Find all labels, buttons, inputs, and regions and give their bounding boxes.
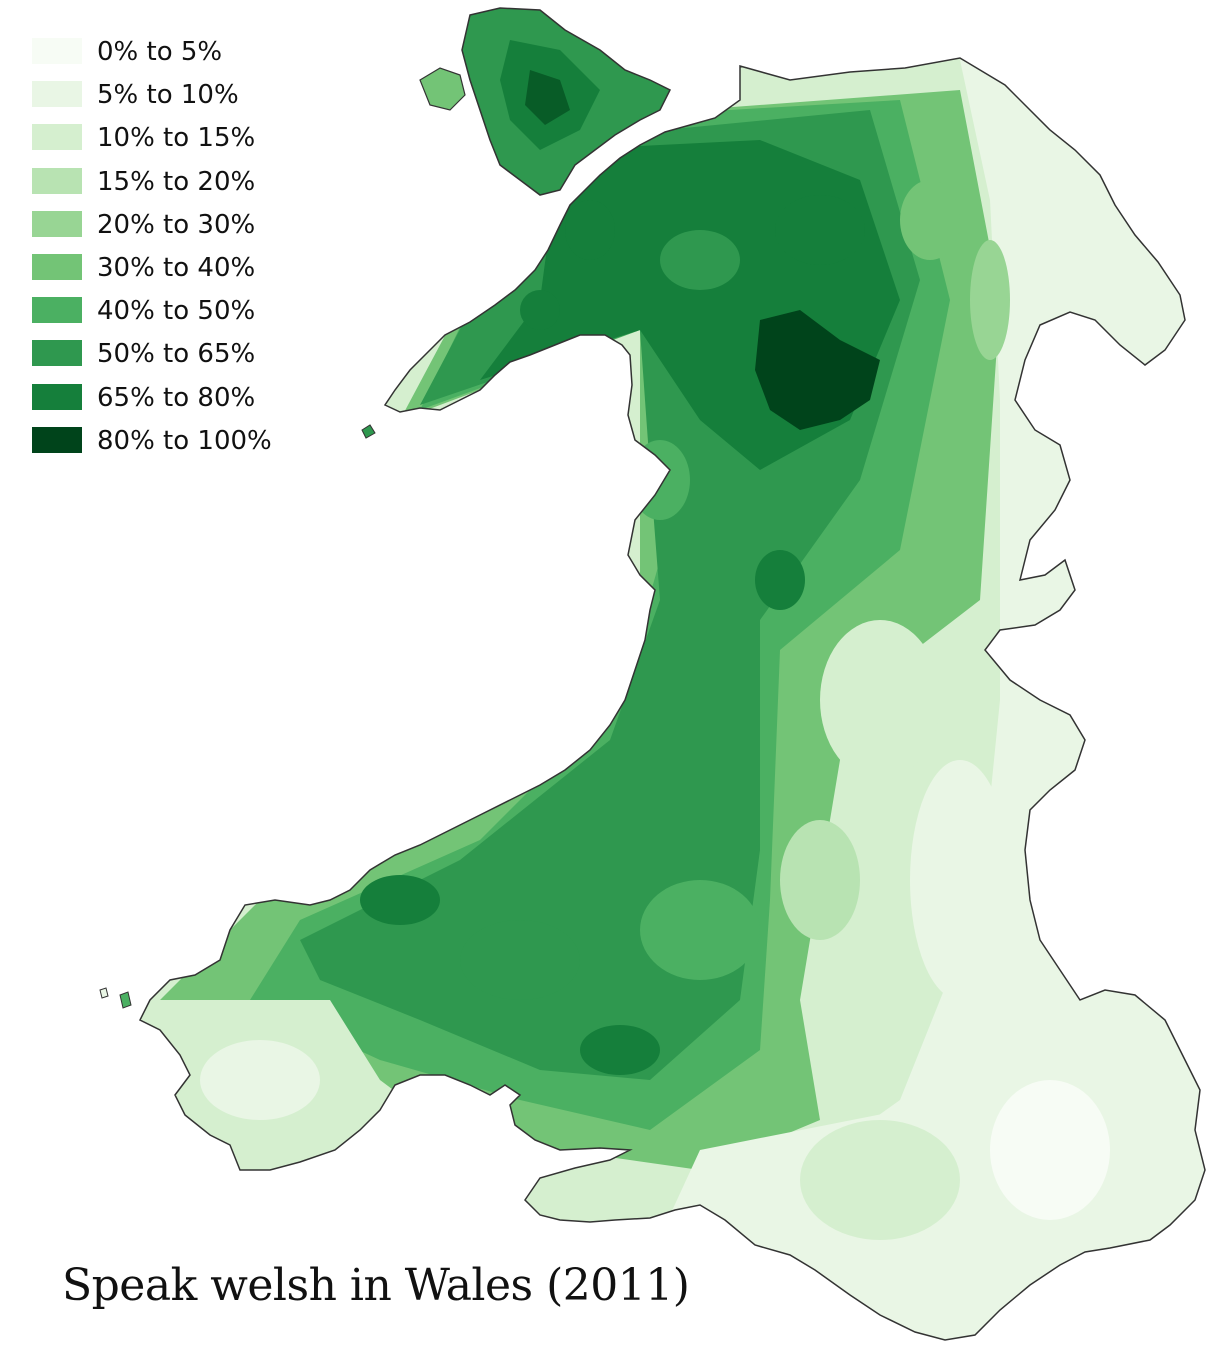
legend-swatch — [32, 81, 82, 108]
holy-island — [419, 67, 466, 111]
map-title: Speak welsh in Wales (2011) — [62, 1260, 690, 1311]
skomer-island — [99, 987, 109, 999]
ramsey-island — [119, 991, 132, 1009]
legend-item: 15% to 20% — [32, 164, 312, 207]
legend-item: 0% to 5% — [32, 34, 312, 77]
legend-label: 5% to 10% — [97, 80, 239, 111]
legend-label: 30% to 40% — [97, 252, 256, 283]
legend-item: 50% to 65% — [32, 336, 312, 379]
legend-swatch — [32, 253, 82, 280]
legend-item: 20% to 30% — [32, 207, 312, 250]
legend-label: 65% to 80% — [97, 382, 256, 413]
legend-item: 10% to 15% — [32, 120, 312, 163]
legend-item: 5% to 10% — [32, 77, 312, 120]
anglesey-island — [461, 7, 672, 196]
legend-label: 20% to 30% — [97, 209, 256, 240]
legend-swatch — [32, 38, 82, 64]
legend-swatch — [32, 167, 82, 194]
legend-label: 0% to 5% — [97, 37, 223, 67]
legend-swatch — [32, 297, 82, 324]
legend-label: 50% to 65% — [97, 339, 256, 370]
bardsey-island — [361, 424, 376, 439]
legend-item: 30% to 40% — [32, 250, 312, 293]
legend-swatch — [32, 124, 82, 151]
legend-swatch — [32, 210, 82, 237]
legend-item: 80% to 100% — [32, 423, 312, 466]
legend-item: 40% to 50% — [32, 293, 312, 336]
mainland-coastline — [138, 57, 1206, 1341]
legend-item: 65% to 80% — [32, 380, 312, 423]
legend-swatch — [32, 426, 82, 453]
legend-label: 80% to 100% — [97, 425, 272, 456]
legend-swatch — [32, 340, 82, 367]
map-legend: 0% to 5% 5% to 10% 10% to 15% 15% to 20% 20%… — [32, 34, 312, 466]
legend-label: 15% to 20% — [97, 166, 256, 197]
legend-swatch — [32, 383, 82, 410]
legend-label: 40% to 50% — [97, 296, 256, 327]
legend-label: 10% to 15% — [97, 123, 256, 154]
